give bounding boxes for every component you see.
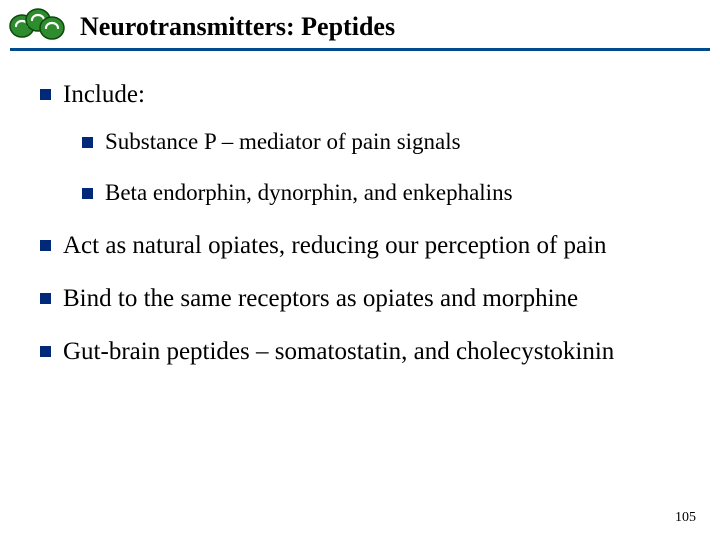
square-bullet-icon (82, 137, 93, 148)
slide-title: Neurotransmitters: Peptides (80, 8, 395, 42)
sub-bullet-text: Beta endorphin, dynorphin, and enkephali… (105, 179, 513, 208)
bullet-text: Bind to the same receptors as opiates an… (63, 283, 578, 314)
bullet-text: Include: (63, 79, 145, 110)
page-number: 105 (675, 510, 696, 526)
logo-icon (8, 6, 66, 44)
slide-header: Neurotransmitters: Peptides (0, 0, 720, 44)
square-bullet-icon (40, 89, 51, 100)
bullet-text: Gut-brain peptides – somatostatin, and c… (63, 336, 614, 367)
bullet-item: Gut-brain peptides – somatostatin, and c… (40, 336, 680, 367)
bullet-item: Include: (40, 79, 680, 110)
sub-bullet-text: Substance P – mediator of pain signals (105, 128, 461, 157)
sub-bullet-item: Beta endorphin, dynorphin, and enkephali… (82, 179, 680, 208)
sub-bullet-item: Substance P – mediator of pain signals (82, 128, 680, 157)
bullet-item: Act as natural opiates, reducing our per… (40, 230, 680, 261)
sub-bullet-list: Substance P – mediator of pain signals B… (40, 128, 680, 208)
bullet-item: Bind to the same receptors as opiates an… (40, 283, 680, 314)
square-bullet-icon (40, 346, 51, 357)
bullet-text: Act as natural opiates, reducing our per… (63, 230, 607, 261)
square-bullet-icon (40, 293, 51, 304)
square-bullet-icon (40, 240, 51, 251)
square-bullet-icon (82, 188, 93, 199)
slide-content: Include: Substance P – mediator of pain … (0, 51, 720, 368)
